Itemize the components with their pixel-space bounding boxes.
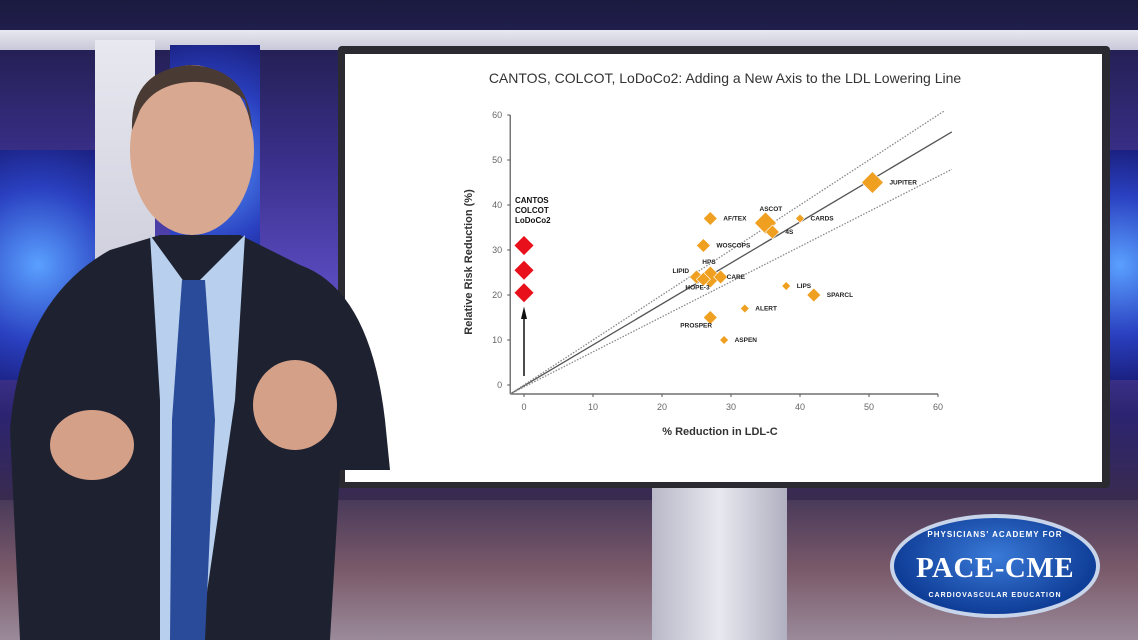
trial-label: 4S	[785, 229, 794, 236]
y-axis-label: Relative Risk Reduction (%)	[463, 189, 475, 335]
trial-point	[739, 303, 750, 314]
anti-inflammatory-point	[513, 259, 535, 281]
trial-label: JUPITER	[889, 180, 917, 187]
logo-bottom-text: CARDIOVASCULAR EDUCATION	[928, 592, 1062, 599]
trial-label: CARE	[727, 274, 746, 281]
y-tick-label: 10	[492, 335, 502, 345]
regression-line-dotted	[509, 168, 953, 395]
trial-label: SPARCL	[827, 292, 853, 299]
trial-point	[702, 211, 718, 226]
trial-label: HPS	[702, 259, 716, 266]
trial-label: HOPE-3	[685, 284, 710, 291]
logo-main-text: PACE-CME	[915, 552, 1075, 584]
x-tick-label: 40	[795, 402, 805, 412]
y-tick-label: 30	[492, 245, 502, 255]
arrow-head	[521, 306, 527, 319]
y-tick-label: 20	[492, 290, 502, 300]
presenter-left-hand	[50, 410, 134, 480]
annotation-colcot: COLCOT	[515, 206, 549, 215]
presenter-tie	[170, 280, 215, 640]
presenter-right-hand	[253, 360, 337, 450]
trial-point	[861, 171, 884, 194]
trial-point	[764, 224, 780, 240]
trial-point	[806, 287, 822, 303]
studio-screen-right	[1108, 150, 1138, 380]
annotation-lodoco2: LoDoCo2	[515, 216, 551, 225]
x-tick-label: 0	[521, 402, 526, 412]
chart-title: CANTOS, COLCOT, LoDoCo2: Adding a New Ax…	[489, 70, 962, 86]
logo-top-text: PHYSICIANS' ACADEMY FOR	[927, 530, 1063, 539]
regression-line-solid	[509, 131, 953, 395]
trial-label: PROSPER	[680, 323, 712, 330]
trial-point	[713, 269, 729, 285]
anti-inflammatory-point	[513, 235, 535, 256]
x-tick-label: 10	[588, 402, 598, 412]
trial-label: ALERT	[755, 306, 777, 313]
trial-point	[795, 213, 805, 224]
anti-inflammatory-point	[513, 282, 535, 304]
x-axis-label: % Reduction in LDL-C	[662, 426, 778, 438]
y-tick-label: 50	[492, 155, 502, 165]
trial-label: CARDS	[811, 216, 835, 223]
trial-point	[781, 281, 792, 291]
trial-label: WOSCOPS	[716, 243, 751, 250]
trial-label: ASPEN	[735, 337, 758, 344]
x-tick-label: 30	[726, 402, 736, 412]
trial-point	[719, 335, 730, 345]
pace-cme-logo: PHYSICIANS' ACADEMY FOR PACE-CME CARDIOV…	[890, 514, 1100, 618]
trial-label: AF/TEX	[723, 216, 747, 223]
y-tick-label: 40	[492, 200, 502, 210]
trial-point	[695, 271, 711, 287]
annotation-cantos: CANTOS	[515, 196, 549, 205]
trial-label: LIPID	[673, 268, 690, 275]
presenter-hair	[131, 65, 252, 130]
x-tick-label: 50	[864, 402, 874, 412]
x-tick-label: 60	[933, 402, 943, 412]
trial-point	[695, 238, 711, 253]
screen-stand	[652, 488, 787, 640]
studio-panel	[0, 30, 1138, 50]
trial-label: LIPS	[797, 283, 812, 290]
regression-line-dotted	[509, 109, 946, 395]
trial-point	[702, 310, 718, 325]
y-tick-label: 60	[492, 110, 502, 120]
trial-label: ASCOT	[760, 206, 783, 213]
presenter-head	[130, 65, 254, 235]
presenter	[10, 65, 390, 640]
x-tick-label: 20	[657, 402, 667, 412]
y-tick-label: 0	[497, 380, 502, 390]
